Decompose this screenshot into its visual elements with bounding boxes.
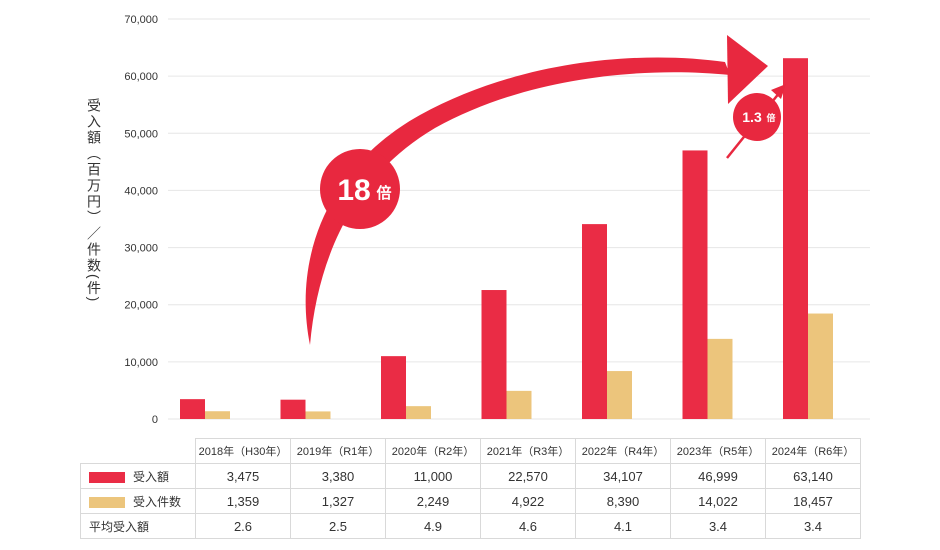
y-tick-label: 0 [152,414,158,426]
bar-count [406,406,431,419]
badge-18-value: 18 [337,174,370,207]
badge-18-suffix: 倍 [376,184,391,202]
table-row-amount: 受入額 3,475 3,380 11,000 22,570 34,107 46,… [80,463,861,489]
table-cell: 2.6 [195,513,291,539]
table-row-count: 受入件数 1,359 1,327 2,249 4,922 8,390 14,02… [80,488,861,514]
bar-count [205,411,230,419]
table-cell: 46,999 [670,463,766,489]
y-tick-label: 40,000 [124,185,158,197]
row-label-text: 平均受入額 [89,519,150,534]
table-header-2018: 2018年（H30年） [195,438,291,464]
table-header-2022: 2022年（R4年） [575,438,671,464]
growth-arrows: 18 倍 1.3 倍 [305,35,786,346]
table-row-average: 平均受入額 2.6 2.5 4.9 4.6 4.1 3.4 3.4 [80,513,861,539]
table-cell: 4.6 [480,513,576,539]
grid-lines [168,18,870,420]
y-tick-label: 10,000 [124,357,158,369]
table-cell: 1,327 [290,488,386,514]
table-cell: 34,107 [575,463,671,489]
table-header-row: 2018年（H30年） 2019年（R1年） 2020年（R2年） 2021年（… [81,438,861,464]
row-label-text: 受入額 [133,469,170,484]
table-cell: 2,249 [385,488,481,514]
bar-amount [381,356,406,419]
badge-13-circle [733,93,781,141]
big-arrow-body [305,57,730,346]
table-cell: 3,380 [290,463,386,489]
table-header-2021: 2021年（R3年） [480,438,576,464]
y-tick-label: 30,000 [124,243,158,255]
table-header-2019: 2019年（R1年） [290,438,386,464]
row-label-text: 受入件数 [133,494,182,509]
bar-count [305,411,331,419]
small-arrow-head [771,84,786,99]
table-cell: 11,000 [385,463,481,489]
bar-count [506,390,532,419]
badge-13-value: 1.3 [742,109,762,125]
bar-amount [783,58,808,419]
chart-svg: 0 10,000 20,000 30,000 40,000 50,000 60,000 70,… [124,14,870,426]
bar-amount [280,399,306,419]
table-cell: 22,570 [480,463,576,489]
row-label-amount: 受入額 [80,463,196,489]
table-cell: 63,140 [765,463,861,489]
table-cell: 3.4 [670,513,766,539]
row-label-count: 受入件数 [80,488,196,514]
table-cell: 2.5 [290,513,386,539]
y-tick-label: 60,000 [124,71,158,83]
row-label-average: 平均受入額 [80,513,196,539]
y-tick-label: 20,000 [124,300,158,312]
table-cell: 1,359 [195,488,291,514]
bar-count [607,371,632,419]
count-legend-swatch [89,496,125,508]
y-axis-label: 受入額（百万円）／件数(件) [86,98,102,304]
bar-amount [481,290,507,419]
amount-legend-swatch [89,471,125,483]
table-cell: 18,457 [765,488,861,514]
table-cell: 3.4 [765,513,861,539]
bar-count [808,313,833,419]
table-cell: 8,390 [575,488,671,514]
data-table: 2018年（H30年） 2019年（R1年） 2020年（R2年） 2021年（… [80,438,861,539]
table-cell: 14,022 [670,488,766,514]
bar-count [707,338,733,419]
bars [180,58,833,420]
big-arrow-head [727,35,768,104]
table-cell: 4.9 [385,513,481,539]
bar-amount [682,150,708,420]
badge-13-suffix: 倍 [766,112,775,123]
table-corner [81,439,196,464]
bar-amount [180,399,205,419]
table-cell: 4.1 [575,513,671,539]
table-header-2020: 2020年（R2年） [385,438,481,464]
table-cell: 3,475 [195,463,291,489]
y-tick-label: 50,000 [124,128,158,140]
table-cell: 4,922 [480,488,576,514]
table-header-2024: 2024年（R6年） [765,438,861,464]
y-tick-labels: 0 10,000 20,000 30,000 40,000 50,000 60,000 70,… [124,14,158,426]
badge-18-circle [320,149,400,229]
table-header-2023: 2023年（R5年） [670,438,766,464]
bar-amount [582,224,607,419]
y-tick-label: 70,000 [124,14,158,26]
